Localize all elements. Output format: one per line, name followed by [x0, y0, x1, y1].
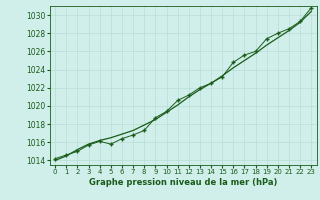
X-axis label: Graphe pression niveau de la mer (hPa): Graphe pression niveau de la mer (hPa)	[89, 178, 277, 187]
